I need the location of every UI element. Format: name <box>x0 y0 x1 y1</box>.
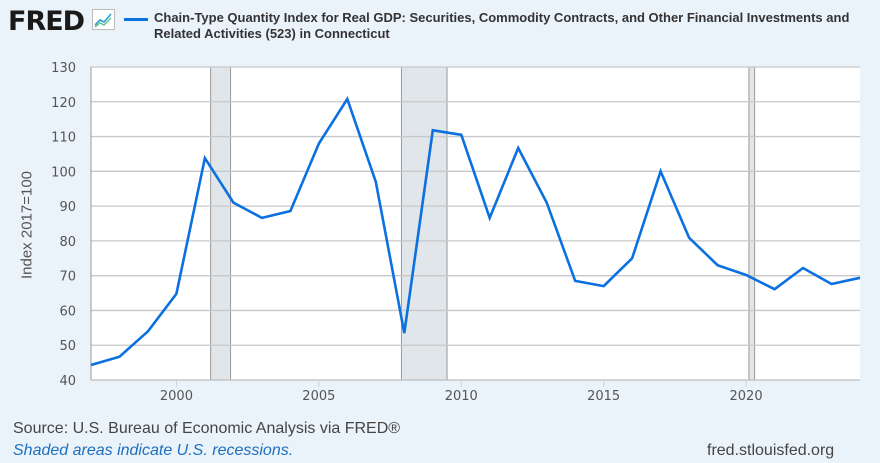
x-tick-label: 2000 <box>160 389 193 404</box>
x-tick-label: 2005 <box>302 389 335 404</box>
fred-logo[interactable]: FRED <box>8 6 85 37</box>
y-tick-label: 40 <box>59 374 76 389</box>
y-tick-label: 90 <box>59 200 76 215</box>
x-tick-label: 2015 <box>587 389 620 404</box>
recession-band <box>400 66 448 381</box>
recession-note: Shaded areas indicate U.S. recessions. <box>13 442 294 459</box>
y-tick-label: 110 <box>51 131 76 146</box>
recession-band <box>210 66 232 381</box>
series-line <box>90 96 861 367</box>
y-tick-label: 50 <box>59 339 76 354</box>
legend-series-swatch <box>124 18 148 21</box>
y-tick-label: 70 <box>59 270 76 285</box>
y-tick-label: 80 <box>59 235 76 250</box>
chart-title-line-1: Chain-Type Quantity Index for Real GDP: … <box>154 10 850 25</box>
chart-title-line-2: Related Activities (523) in Connecticut <box>154 26 390 41</box>
y-axis-label: Index 2017=100 <box>18 170 36 280</box>
y-tick-label: 100 <box>51 165 76 180</box>
y-tick-label: 120 <box>51 96 76 111</box>
y-tick-label: 60 <box>59 304 76 319</box>
y-tick-label: 130 <box>51 61 76 76</box>
x-tick-label: 2010 <box>445 389 478 404</box>
x-tick-label: 2020 <box>730 389 763 404</box>
source-text: Source: U.S. Bureau of Economic Analysis… <box>13 420 401 437</box>
chart-title: Chain-Type Quantity Index for Real GDP: … <box>154 10 854 42</box>
recession-band <box>748 66 756 381</box>
line-chart-icon <box>92 9 115 30</box>
fred-url-link[interactable]: fred.stlouisfed.org <box>707 442 835 459</box>
plot-area <box>91 67 860 380</box>
